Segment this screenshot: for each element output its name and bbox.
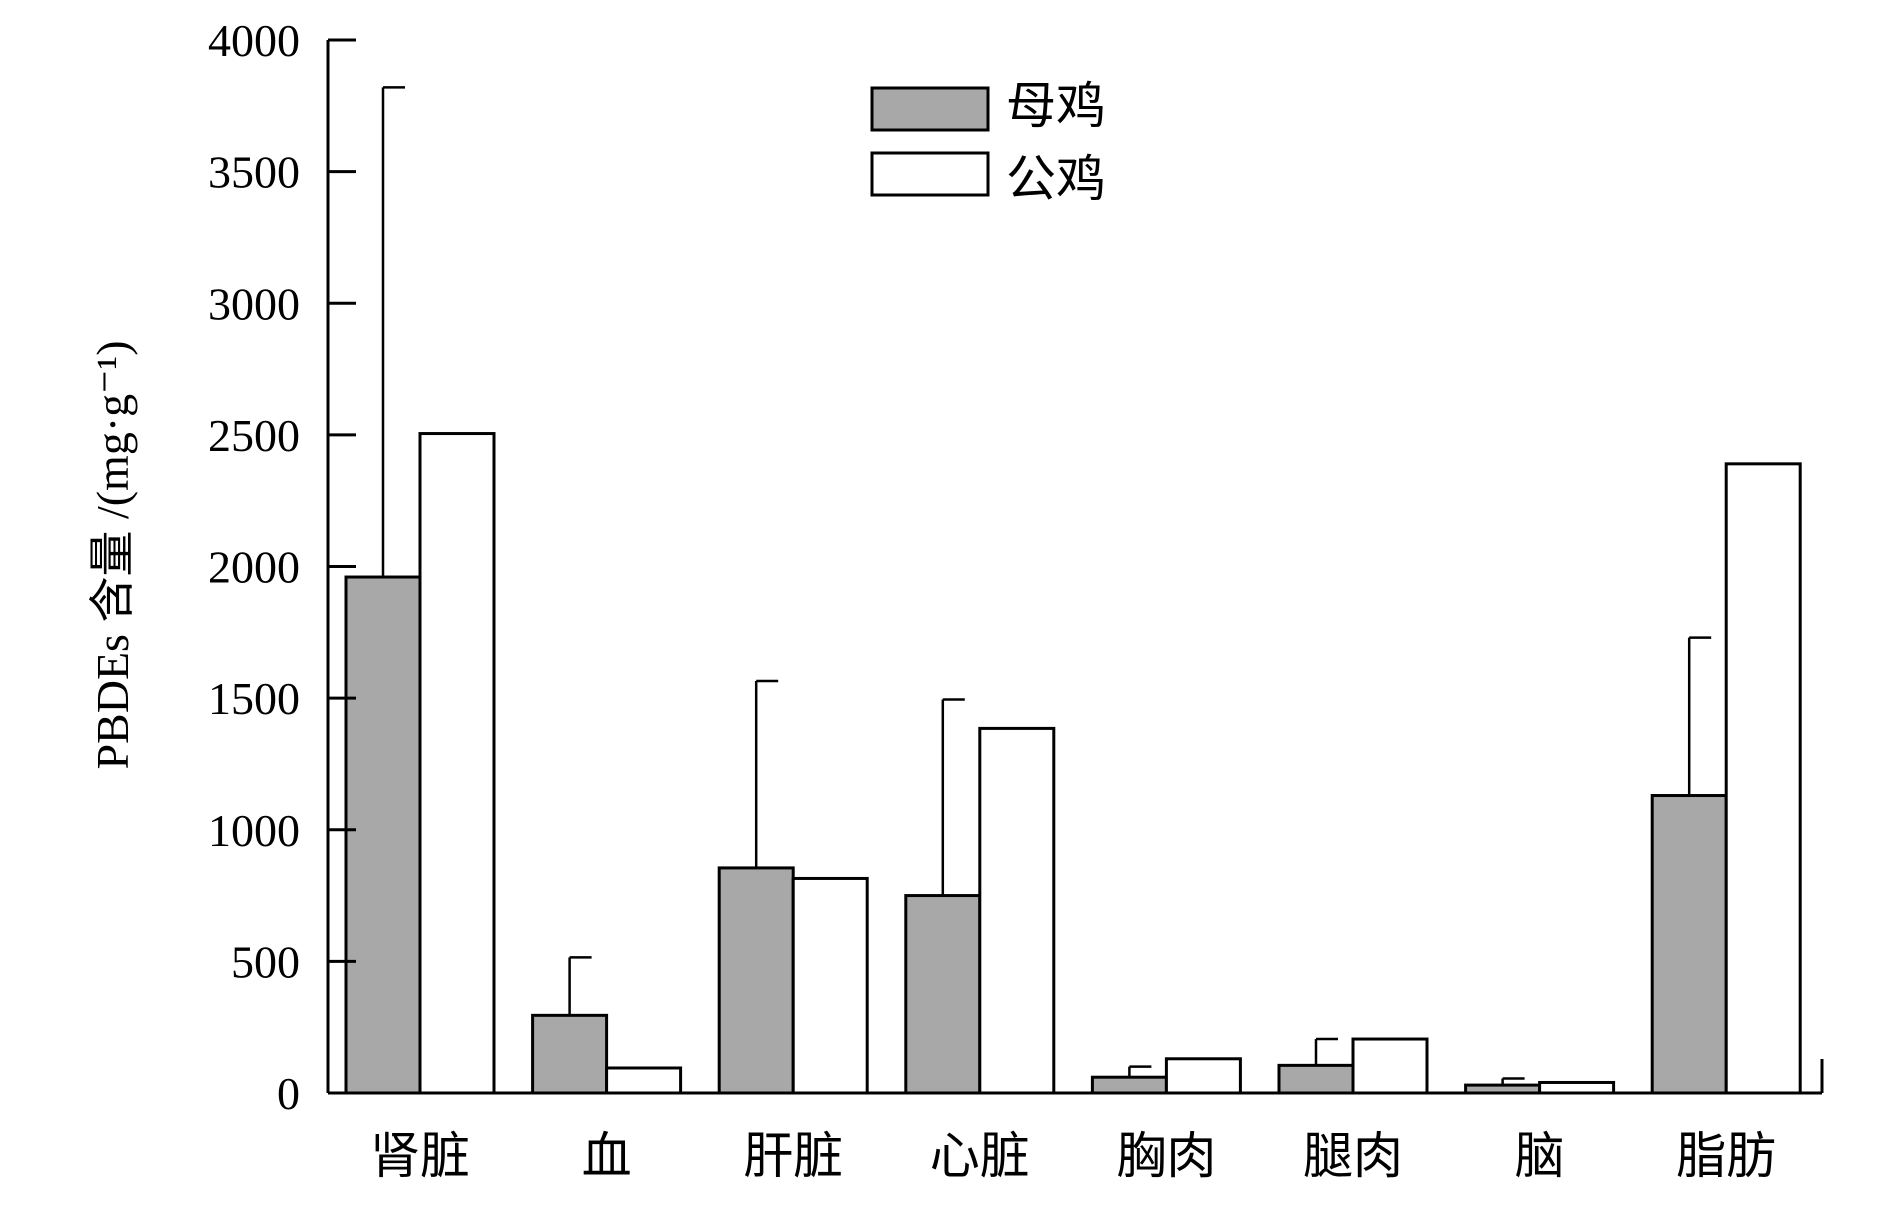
legend-label-hen: 母鸡 [1006, 77, 1106, 135]
x-tick-label: 胸肉 [1116, 1127, 1216, 1185]
legend-swatch-hen [870, 86, 990, 132]
y-tick-label: 3500 [208, 147, 300, 198]
bar-hen [344, 575, 422, 1095]
error-bars-layer [381, 86, 1712, 1086]
x-tick-label: 肝脏 [743, 1127, 843, 1185]
x-tick-label: 脑 [1515, 1127, 1565, 1185]
x-tick-label: 腿肉 [1303, 1127, 1403, 1185]
legend: 母鸡 公鸡 [870, 77, 1106, 208]
y-ticks-layer: 0 500 1000 1500 2000 2500 3000 3500 4000 [208, 15, 356, 1119]
x-tick-labels-layer: 肾脏 血 肝脏 心脏 胸肉 腿肉 脑 脂肪 [370, 1127, 1776, 1185]
bar-rooster [1538, 1080, 1616, 1095]
y-tick-label: 2000 [208, 542, 300, 593]
x-tick-label: 心脏 [930, 1127, 1030, 1185]
legend-swatch-rooster [870, 151, 990, 197]
bar-rooster [605, 1066, 683, 1095]
bar-hen [717, 866, 795, 1095]
bar-hen [1650, 794, 1728, 1095]
bars-layer [344, 432, 1802, 1095]
legend-label-rooster: 公鸡 [1006, 150, 1106, 208]
bar-hen [1277, 1063, 1355, 1095]
bar-hen [904, 894, 982, 1095]
y-tick-label: 1500 [208, 673, 300, 724]
bar-rooster [791, 876, 869, 1095]
bar-hen [1090, 1075, 1168, 1095]
y-tick-label: 4000 [208, 15, 300, 66]
x-tick-label: 脂肪 [1676, 1127, 1776, 1185]
bar-rooster [1351, 1037, 1429, 1095]
y-tick-label: 3000 [208, 278, 300, 329]
bar-rooster [1724, 462, 1802, 1095]
x-tick-label: 血 [582, 1127, 632, 1185]
y-tick-label: 0 [277, 1068, 300, 1119]
y-tick-label: 1000 [208, 805, 300, 856]
bar-hen [531, 1013, 609, 1095]
x-tick-label: 肾脏 [370, 1127, 470, 1185]
bar-rooster [1164, 1057, 1242, 1095]
y-tick-label: 500 [231, 936, 300, 987]
y-axis-title: PBDEs 含量 /(mg·g⁻¹) [87, 340, 138, 769]
y-tick-label: 2500 [208, 410, 300, 461]
bar-rooster [978, 726, 1056, 1095]
bar-rooster [418, 432, 496, 1095]
